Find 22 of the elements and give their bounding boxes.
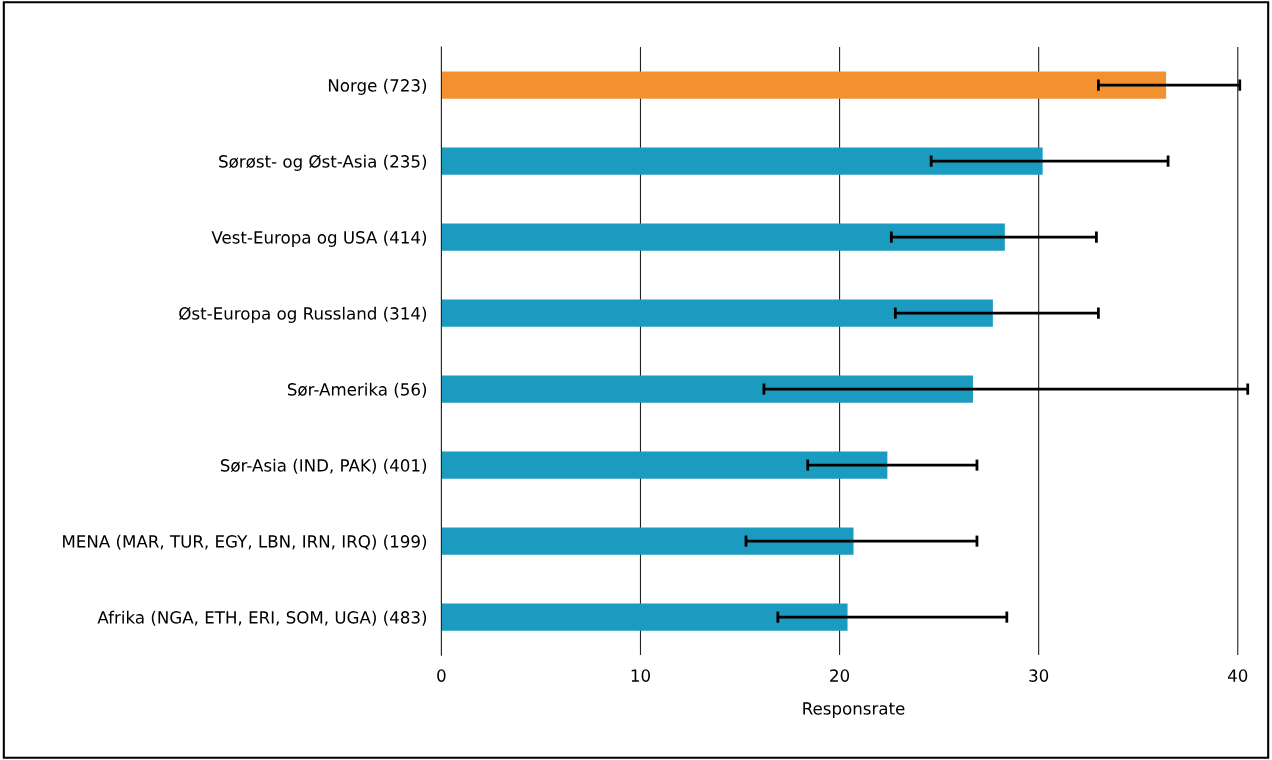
- bar: [441, 451, 888, 479]
- x-tick-label: 20: [830, 669, 850, 682]
- x-tick-label: 40: [1227, 669, 1248, 682]
- y-tick-label: Norge (723): [328, 78, 427, 95]
- x-axis-title: Responsrate: [803, 702, 905, 718]
- y-tick-label: Øst-Europa og Russland (314): [179, 306, 427, 323]
- bar: [441, 147, 1043, 175]
- bar: [441, 223, 1005, 251]
- y-tick-label: MENA (MAR, TUR, EGY, LBN, IRN, IRQ) (199): [63, 534, 427, 550]
- y-tick-label: Sør-Amerika (56): [287, 382, 427, 398]
- x-tick-label: 10: [631, 669, 650, 682]
- bar: [441, 375, 973, 403]
- y-tick-label: Sørøst- og Øst-Asia (235): [219, 154, 427, 171]
- bar: [441, 527, 854, 555]
- bar: [441, 299, 993, 327]
- y-tick-label: Sør-Asia (IND, PAK) (401): [220, 458, 427, 474]
- bar: [441, 603, 848, 631]
- bar: [441, 71, 1167, 99]
- x-tick-label: 30: [1029, 669, 1049, 682]
- y-tick-label: Afrika (NGA, ETH, ERI, SOM, UGA) (483): [97, 610, 427, 626]
- y-tick-label: Vest-Europa og USA (414): [211, 230, 427, 247]
- x-tick-label: 0: [437, 669, 446, 682]
